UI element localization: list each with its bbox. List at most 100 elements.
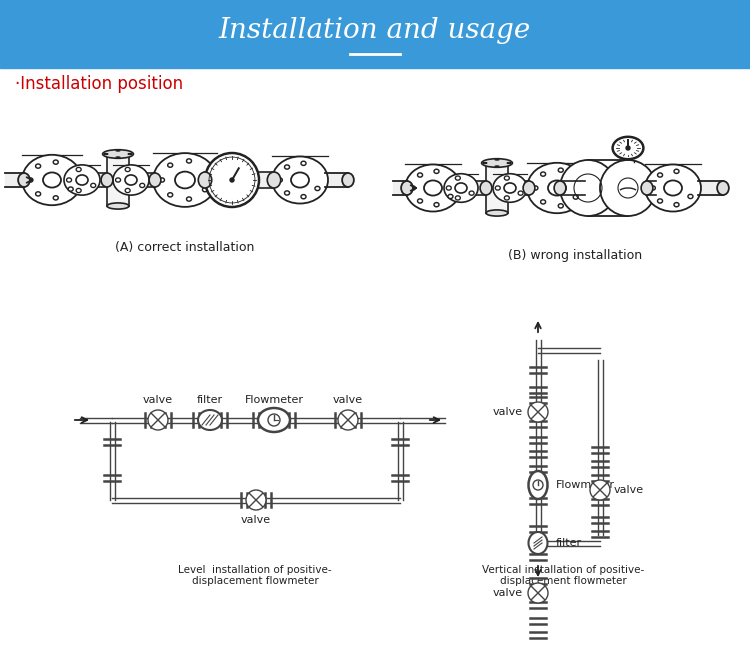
Ellipse shape xyxy=(548,180,566,196)
Ellipse shape xyxy=(113,165,149,195)
Ellipse shape xyxy=(480,181,492,195)
Ellipse shape xyxy=(504,196,509,200)
Ellipse shape xyxy=(558,168,563,172)
Ellipse shape xyxy=(541,172,545,176)
Ellipse shape xyxy=(116,157,120,158)
Ellipse shape xyxy=(518,191,523,195)
Ellipse shape xyxy=(613,137,644,159)
Ellipse shape xyxy=(342,173,354,187)
Text: Flowmeter: Flowmeter xyxy=(556,480,615,490)
Ellipse shape xyxy=(469,191,474,195)
Ellipse shape xyxy=(529,471,548,499)
Ellipse shape xyxy=(284,165,290,169)
Ellipse shape xyxy=(533,186,538,190)
Ellipse shape xyxy=(664,180,682,196)
Text: displacement flowmeter: displacement flowmeter xyxy=(192,576,318,586)
Ellipse shape xyxy=(410,186,416,190)
Ellipse shape xyxy=(76,189,81,193)
Text: Level  installation of positive-: Level installation of positive- xyxy=(178,565,332,575)
Ellipse shape xyxy=(202,187,208,192)
Ellipse shape xyxy=(495,159,499,160)
Text: filter: filter xyxy=(556,538,582,548)
Ellipse shape xyxy=(125,189,130,193)
Text: displacement flowmeter: displacement flowmeter xyxy=(500,576,626,586)
Ellipse shape xyxy=(168,163,172,167)
Ellipse shape xyxy=(101,173,113,187)
Ellipse shape xyxy=(116,178,121,182)
Ellipse shape xyxy=(486,160,508,166)
Ellipse shape xyxy=(315,187,320,191)
Ellipse shape xyxy=(103,150,134,159)
Ellipse shape xyxy=(53,160,58,164)
Ellipse shape xyxy=(507,162,511,164)
Ellipse shape xyxy=(541,200,545,204)
Circle shape xyxy=(533,480,543,490)
Ellipse shape xyxy=(446,186,452,190)
Ellipse shape xyxy=(18,173,30,187)
Ellipse shape xyxy=(529,532,548,554)
Ellipse shape xyxy=(104,153,108,155)
Ellipse shape xyxy=(405,164,461,212)
Circle shape xyxy=(230,178,234,182)
Ellipse shape xyxy=(658,199,662,203)
Ellipse shape xyxy=(76,168,81,172)
Ellipse shape xyxy=(444,174,478,202)
Ellipse shape xyxy=(284,191,290,195)
Circle shape xyxy=(246,490,266,510)
Text: valve: valve xyxy=(333,395,363,405)
Text: valve: valve xyxy=(614,485,644,495)
Text: filter: filter xyxy=(197,395,223,405)
Ellipse shape xyxy=(64,165,100,195)
Ellipse shape xyxy=(53,196,58,200)
Ellipse shape xyxy=(688,195,693,198)
Ellipse shape xyxy=(91,183,96,187)
Ellipse shape xyxy=(434,169,439,174)
Ellipse shape xyxy=(160,178,164,182)
Ellipse shape xyxy=(272,157,328,204)
Ellipse shape xyxy=(418,173,422,177)
Text: Vertical installation of positive-: Vertical installation of positive- xyxy=(482,565,644,575)
Text: valve: valve xyxy=(493,588,523,598)
Text: (B) wrong installation: (B) wrong installation xyxy=(508,248,642,261)
Ellipse shape xyxy=(43,172,61,187)
Ellipse shape xyxy=(645,164,701,212)
Text: valve: valve xyxy=(493,407,523,417)
Ellipse shape xyxy=(448,195,453,198)
Ellipse shape xyxy=(504,183,516,193)
Ellipse shape xyxy=(434,202,439,207)
Ellipse shape xyxy=(674,202,679,207)
Ellipse shape xyxy=(717,181,729,195)
Ellipse shape xyxy=(68,187,74,191)
Ellipse shape xyxy=(291,172,309,187)
Ellipse shape xyxy=(125,175,137,185)
Ellipse shape xyxy=(455,176,460,180)
Ellipse shape xyxy=(107,151,129,157)
Ellipse shape xyxy=(67,178,71,182)
Ellipse shape xyxy=(187,197,191,201)
Circle shape xyxy=(528,583,548,603)
Ellipse shape xyxy=(650,186,656,190)
Ellipse shape xyxy=(125,168,130,172)
Text: valve: valve xyxy=(143,395,173,405)
Ellipse shape xyxy=(573,195,578,199)
Ellipse shape xyxy=(198,172,211,188)
Ellipse shape xyxy=(198,410,222,430)
Ellipse shape xyxy=(116,150,120,151)
Ellipse shape xyxy=(401,181,413,195)
Ellipse shape xyxy=(674,169,679,174)
Circle shape xyxy=(600,160,656,216)
Ellipse shape xyxy=(149,173,161,187)
Text: ·Installation position: ·Installation position xyxy=(15,75,183,93)
Ellipse shape xyxy=(483,162,487,164)
Ellipse shape xyxy=(153,153,217,207)
Circle shape xyxy=(560,160,616,216)
Bar xyxy=(0,0,750,68)
Ellipse shape xyxy=(175,172,195,189)
Circle shape xyxy=(205,153,259,207)
Ellipse shape xyxy=(187,159,191,163)
Ellipse shape xyxy=(107,203,129,209)
Ellipse shape xyxy=(482,159,512,167)
Ellipse shape xyxy=(424,180,442,196)
Ellipse shape xyxy=(504,176,509,180)
Ellipse shape xyxy=(558,204,563,208)
